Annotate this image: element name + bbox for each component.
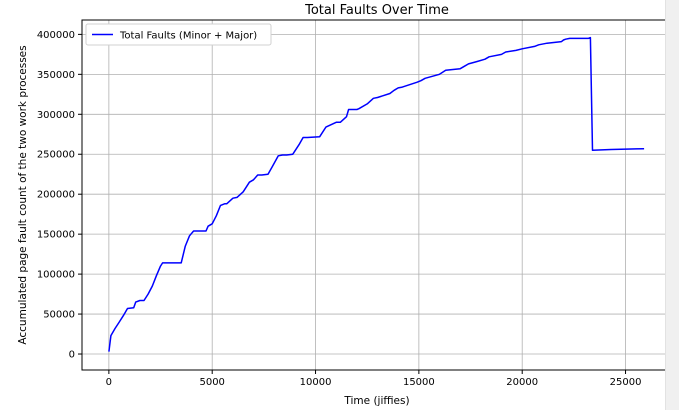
x-tick-label: 15000 xyxy=(403,377,435,388)
x-tick-label: 10000 xyxy=(300,377,332,388)
grid xyxy=(82,20,671,370)
x-tick-label: 5000 xyxy=(199,377,224,388)
y-tick-label: 400000 xyxy=(37,30,75,41)
legend: Total Faults (Minor + Major) xyxy=(85,23,272,46)
y-tick-label: 150000 xyxy=(37,230,75,241)
y-tick-label: 350000 xyxy=(37,70,75,81)
legend-label: Total Faults (Minor + Major) xyxy=(119,31,257,42)
x-tick-label: 20000 xyxy=(506,377,538,388)
y-axis-label: Accumulated page fault count of the two … xyxy=(17,45,29,344)
y-tick-label: 300000 xyxy=(37,110,75,121)
window-edge xyxy=(665,0,679,410)
y-tick-label: 50000 xyxy=(43,310,75,321)
x-tick-label: 0 xyxy=(106,377,112,388)
legend-box xyxy=(85,23,272,46)
plot-frame xyxy=(81,19,672,371)
series-line-total-faults xyxy=(108,36,645,352)
x-axis-ticks: 0 5000 10000 15000 20000 25000 xyxy=(106,370,642,388)
x-tick-label: 25000 xyxy=(610,377,642,388)
y-tick-label: 200000 xyxy=(37,190,75,201)
y-tick-label: 0 xyxy=(69,350,75,361)
x-axis-label: Time (jiffies) xyxy=(343,395,409,407)
y-axis-ticks: 0 50000 100000 150000 200000 250000 300000 3500… xyxy=(37,30,82,361)
y-tick-label: 250000 xyxy=(37,150,75,161)
y-tick-label: 100000 xyxy=(37,270,75,281)
chart-title: Total Faults Over Time xyxy=(304,3,449,18)
